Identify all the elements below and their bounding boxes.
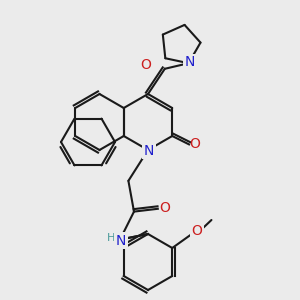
Text: O: O <box>190 137 200 152</box>
Text: N: N <box>184 55 195 69</box>
Text: N: N <box>116 234 126 248</box>
Text: H: H <box>107 232 115 243</box>
Text: O: O <box>159 201 170 215</box>
Text: O: O <box>140 58 151 72</box>
Text: O: O <box>191 224 202 238</box>
Text: N: N <box>144 144 154 158</box>
